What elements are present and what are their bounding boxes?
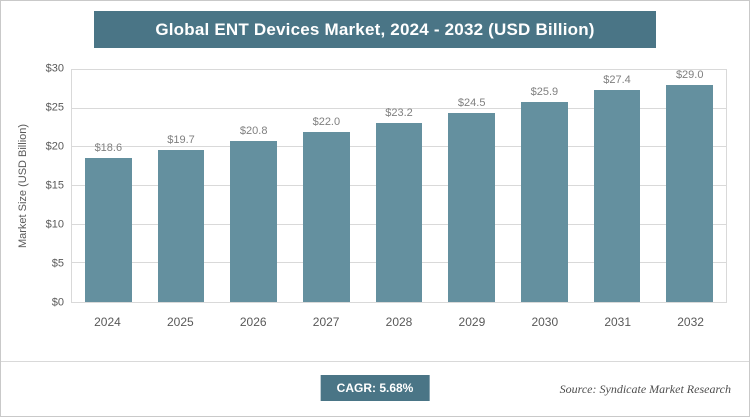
bar-column: $18.6 bbox=[72, 70, 145, 302]
bar bbox=[375, 122, 423, 302]
bar-column: $29.0 bbox=[653, 70, 726, 302]
bar-value-label: $24.5 bbox=[457, 96, 486, 109]
bar-value-label: $18.6 bbox=[94, 142, 123, 155]
chart-title-banner: Global ENT Devices Market, 2024 - 2032 (… bbox=[94, 11, 656, 48]
y-axis-title-text: Market Size (USD Billion) bbox=[17, 123, 29, 249]
x-axis-labels: 2024 2025 2026 2027 2028 2029 2030 2031 2032 bbox=[71, 303, 727, 339]
bar-value-label: $22.0 bbox=[312, 115, 341, 128]
bar bbox=[303, 131, 350, 302]
bar bbox=[448, 112, 495, 302]
x-axis-tick-label: 2026 bbox=[239, 315, 267, 329]
bar bbox=[230, 141, 277, 302]
y-axis-tick-label: $5 bbox=[51, 257, 64, 270]
bar-value-label: $25.9 bbox=[530, 85, 559, 98]
bar-column: $25.9 bbox=[508, 70, 581, 302]
x-axis-tick-label: 2027 bbox=[312, 315, 340, 329]
x-axis-tick-label: 2032 bbox=[677, 315, 704, 329]
x-axis-tick-label: 2029 bbox=[458, 315, 486, 329]
bar-column: $19.7 bbox=[145, 70, 218, 302]
footer: CAGR: 5.68% Source: Syndicate Market Res… bbox=[1, 361, 749, 416]
bar-column: $22.0 bbox=[290, 70, 363, 302]
bar-column: $20.8 bbox=[217, 70, 290, 302]
bar-value-label: $29.0 bbox=[675, 69, 704, 81]
plot-area: $18.6 $19.7 $20.8 $22.0 $23.2 $24.5 $25.9 $27.4… bbox=[71, 69, 727, 303]
y-axis-ticks: $0 $5 $10 $15 $20 $25 $30 bbox=[33, 63, 71, 308]
bar-value-label: $23.2 bbox=[385, 106, 413, 119]
source-attribution: Source: Syndicate Market Research bbox=[559, 382, 731, 396]
chart-region: Market Size (USD Billion) $0 $5 $10 $15 $20 $… bbox=[13, 63, 727, 339]
bar bbox=[593, 90, 641, 302]
cagr-badge: CAGR: 5.68% bbox=[320, 375, 430, 401]
chart-title: Global ENT Devices Market, 2024 - 2032 (… bbox=[155, 19, 595, 39]
x-axis-tick-label: 2024 bbox=[94, 315, 121, 329]
bars: $18.6 $19.7 $20.8 $22.0 $23.2 $24.5 $25.9 $27.4… bbox=[72, 70, 726, 302]
bar-value-label: $27.4 bbox=[603, 74, 631, 87]
gridline bbox=[72, 107, 726, 109]
bar-column: $23.2 bbox=[363, 70, 436, 302]
bar bbox=[157, 149, 205, 302]
y-axis-tick-label: $15 bbox=[45, 179, 64, 192]
y-axis-tick-label: $0 bbox=[51, 296, 64, 309]
y-axis-tick-label: $10 bbox=[45, 218, 64, 231]
bar bbox=[666, 85, 713, 302]
y-axis-title: Market Size (USD Billion) bbox=[13, 69, 33, 303]
y-axis-tick-label: $25 bbox=[45, 101, 64, 114]
bar-column: $27.4 bbox=[581, 70, 654, 302]
x-axis-tick-label: 2031 bbox=[604, 315, 632, 329]
bar bbox=[85, 158, 132, 302]
y-axis-tick-label: $20 bbox=[45, 140, 64, 153]
x-axis-tick-label: 2030 bbox=[531, 315, 559, 329]
bar-column: $24.5 bbox=[435, 70, 508, 302]
y-axis-tick-label: $30 bbox=[45, 62, 64, 75]
bar-value-label: $19.7 bbox=[167, 133, 195, 146]
x-axis-tick-label: 2025 bbox=[166, 315, 194, 329]
x-axis-tick-label: 2028 bbox=[385, 315, 413, 329]
bar-value-label: $20.8 bbox=[239, 125, 268, 138]
bar bbox=[521, 101, 568, 302]
